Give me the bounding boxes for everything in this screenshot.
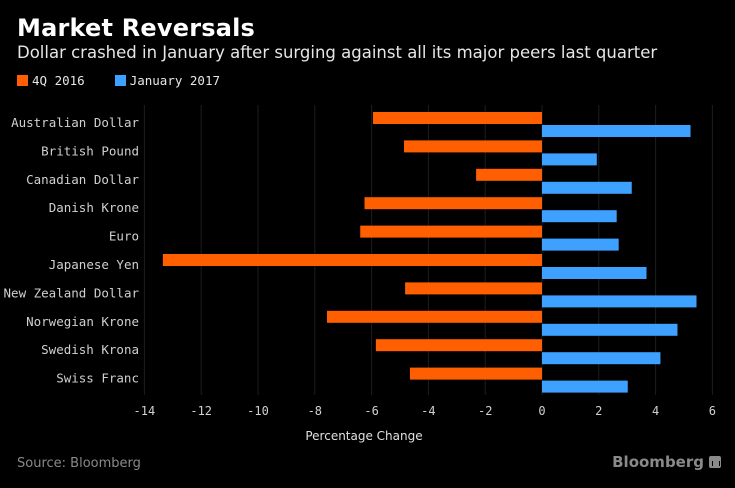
brand-logo: Bloomberg — [612, 453, 721, 471]
x-tick-label: 6 — [709, 404, 716, 418]
category-label: Canadian Dollar — [26, 172, 139, 187]
category-label: Swiss Franc — [56, 371, 139, 386]
category-label: Norwegian Krone — [26, 314, 139, 329]
x-tick-labels: -14 -12 -10 -8 -6 -4 -2 0 2 4 6 — [134, 404, 716, 418]
x-tick-label: -6 — [364, 404, 378, 418]
x-tick-label: -2 — [478, 404, 492, 418]
category-labels: Australian Dollar British Pound Canadian D… — [4, 115, 140, 386]
source-note: Source: Bloomberg — [17, 456, 141, 471]
x-tick-label: -14 — [134, 404, 156, 418]
bar-jan2017 — [542, 352, 661, 365]
bar-4q2016 — [375, 339, 542, 352]
chart-subtitle: Dollar crashed in January after surging … — [17, 43, 658, 62]
bar-jan2017 — [542, 210, 617, 223]
legend: 4Q 2016 January 2017 — [17, 73, 250, 88]
bar-jan2017 — [542, 323, 678, 336]
x-tick-label: -10 — [247, 404, 269, 418]
bar-4q2016 — [360, 225, 542, 238]
category-label: Swedish Krona — [41, 342, 139, 357]
bar-4q2016 — [162, 254, 543, 266]
bar-jan2017 — [542, 125, 691, 137]
x-tick-label: -4 — [421, 404, 435, 418]
x-tick-label: -12 — [190, 404, 212, 418]
bar-jan2017 — [542, 267, 647, 279]
legend-item-4q2016: 4Q 2016 — [17, 73, 85, 88]
bar-4q2016 — [476, 168, 542, 181]
legend-label-jan2017: January 2017 — [129, 73, 220, 88]
x-axis-label: Percentage Change — [305, 429, 422, 443]
bar-4q2016 — [364, 197, 542, 210]
x-tick-label: -8 — [308, 404, 322, 418]
bar-4q2016 — [403, 140, 542, 153]
bar-4q2016 — [373, 112, 542, 124]
bar-jan2017 — [542, 153, 597, 166]
x-tick-label: 2 — [595, 404, 602, 418]
x-tick-label: 0 — [538, 404, 545, 418]
category-label: Australian Dollar — [11, 115, 139, 130]
bar-jan2017 — [542, 380, 628, 393]
bars — [162, 112, 697, 393]
bar-jan2017 — [542, 181, 632, 194]
legend-label-4q2016: 4Q 2016 — [32, 73, 85, 88]
legend-item-jan2017: January 2017 — [114, 73, 220, 88]
category-label: New Zealand Dollar — [4, 285, 140, 300]
bar-4q2016 — [405, 282, 542, 295]
bar-jan2017 — [542, 295, 697, 308]
chart-title: Market Reversals — [17, 14, 256, 42]
legend-swatch-jan2017 — [114, 75, 126, 86]
legend-swatch-4q2016 — [17, 75, 28, 86]
bar-jan2017 — [542, 238, 619, 251]
category-label: Danish Krone — [49, 200, 139, 215]
category-label: Japanese Yen — [49, 257, 139, 272]
category-label: British Pound — [41, 143, 139, 158]
category-label: Euro — [109, 229, 139, 244]
brand-name: Bloomberg — [612, 453, 704, 471]
x-tick-label: 4 — [652, 404, 659, 418]
bar-4q2016 — [327, 310, 542, 323]
bloomberg-chart-icon — [709, 456, 721, 468]
bar-4q2016 — [409, 367, 542, 380]
